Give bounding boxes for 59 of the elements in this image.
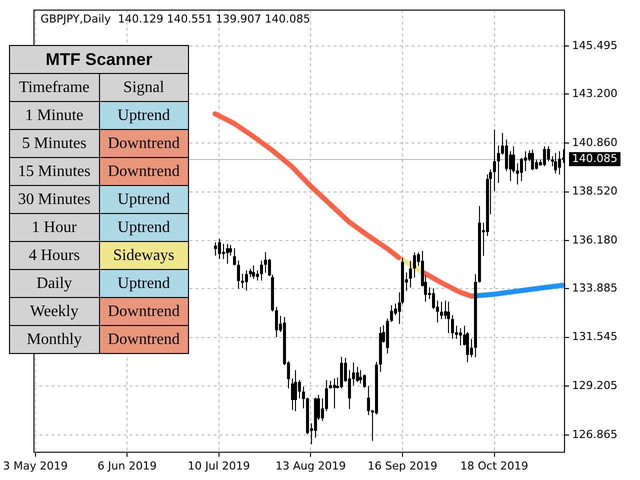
- annotation: 4 Hours: [10, 242, 99, 270]
- candlestick: [497, 146, 500, 183]
- y-tick-label: 136.180: [572, 233, 618, 246]
- candlestick: [245, 270, 248, 290]
- candlestick: [375, 362, 378, 414]
- text: MTF Scanner: [10, 46, 188, 74]
- x-tick-label: 3 May 2019: [2, 459, 68, 472]
- x-tick-label: 10 Jul 2019: [188, 459, 250, 472]
- annotation: 15 Minutes: [10, 158, 99, 186]
- candlestick: [409, 260, 412, 288]
- annotation: Uptrend: [99, 102, 188, 130]
- annotation: Downtrend: [99, 326, 188, 354]
- candlestick: [226, 244, 229, 264]
- x-tick-label: 13 Aug 2019: [275, 459, 346, 472]
- chart-title: GBPJPY,Daily 140.129 140.551 139.907 140.085: [40, 12, 310, 26]
- annotation: Downtrend: [99, 298, 188, 326]
- y-tick-label: 133.885: [572, 281, 618, 294]
- annotation: Downtrend: [99, 158, 188, 186]
- candlestick: [260, 260, 263, 280]
- y-tick-label: 129.205: [572, 378, 618, 392]
- candlestick: [379, 326, 382, 372]
- annotation: Weekly: [10, 298, 99, 326]
- annotation: Downtrend: [99, 130, 188, 158]
- annotation: Monthly: [10, 326, 99, 354]
- annotation: 1 Hour: [10, 214, 99, 242]
- candlestick: [478, 206, 481, 283]
- candlestick: [459, 328, 462, 346]
- annotation: Uptrend: [99, 186, 188, 214]
- candlestick: [314, 398, 317, 438]
- annotation: Sideways: [99, 242, 188, 270]
- candlestick: [493, 130, 496, 192]
- annotation: Signal: [99, 74, 188, 102]
- ref-line-label: 140.085: [572, 152, 618, 165]
- annotation: 30 Minutes: [10, 186, 99, 214]
- candlestick: [340, 356, 343, 388]
- y-tick-label: 145.495: [572, 39, 618, 52]
- annotation: 1 Minute: [10, 102, 99, 130]
- annotation: Uptrend: [99, 214, 188, 242]
- annotation: Daily: [10, 270, 99, 298]
- annotation: 5 Minutes: [10, 130, 99, 158]
- y-tick-label: 143.200: [572, 86, 618, 100]
- candlestick: [440, 302, 443, 320]
- candlestick: [520, 158, 523, 182]
- candlestick: [294, 370, 297, 412]
- candlestick: [333, 378, 336, 408]
- annotation: Timeframe: [10, 74, 99, 102]
- annotation: Uptrend: [99, 270, 188, 298]
- y-tick-label: 140.860: [572, 136, 618, 149]
- x-tick-label: 16 Sep 2019: [368, 459, 438, 472]
- y-tick-label: 138.520: [572, 184, 618, 198]
- candlestick: [558, 151, 561, 174]
- y-tick-label: 126.865: [572, 428, 618, 441]
- candlestick: [543, 146, 546, 166]
- candlestick: [386, 318, 389, 354]
- x-tick-label: 6 Jun 2019: [98, 459, 157, 472]
- candlestick: [474, 274, 477, 358]
- y-tick-label: 131.545: [572, 330, 618, 344]
- candlestick: [413, 252, 416, 278]
- x-tick-label: 18 Oct 2019: [460, 459, 528, 472]
